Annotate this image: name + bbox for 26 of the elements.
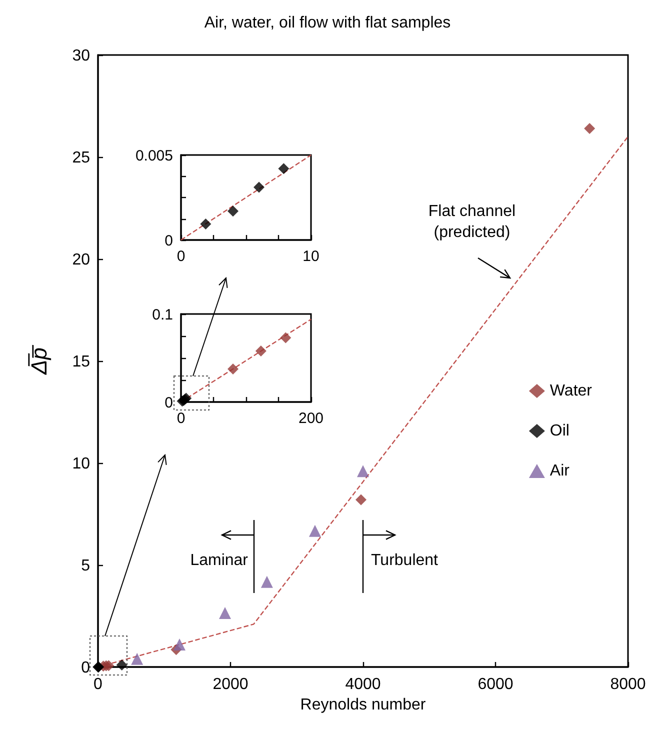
annotation: Turbulent: [371, 552, 439, 569]
x-tick-label: 8000: [610, 676, 646, 693]
x-axis-title: Reynolds number: [300, 696, 426, 714]
annotation: Laminar: [190, 552, 249, 569]
x-tick-label: 2000: [212, 676, 248, 693]
y-tick-label: 0: [164, 232, 173, 250]
chart-title: Air, water, oil flow with flat samples: [204, 14, 451, 32]
legend-label: Air: [550, 462, 570, 480]
legend-label: Water: [550, 382, 593, 400]
y-tick-label: 0: [164, 394, 173, 412]
y-tick-label: 20: [72, 252, 90, 269]
y-tick-label: 10: [72, 456, 90, 473]
y-tick-label: 5: [81, 558, 90, 575]
x-tick-label: 0: [94, 676, 103, 693]
y-tick-label: 0.1: [152, 306, 173, 324]
y-axis-title: Δ̅p̅: [26, 344, 52, 376]
annotation: Flat channel (predicted): [428, 203, 516, 241]
y-tick-label: 30: [72, 48, 90, 65]
x-tick-label: 200: [298, 410, 324, 427]
x-tick-label: 6000: [478, 676, 514, 693]
legend-label: Oil: [550, 422, 570, 440]
y-tick-label: 0: [81, 660, 90, 677]
y-tick-label: 0.005: [135, 147, 173, 164]
y-tick-label: 25: [72, 150, 90, 167]
x-tick-label: 4000: [345, 676, 381, 693]
y-tick-label: 15: [72, 354, 90, 371]
